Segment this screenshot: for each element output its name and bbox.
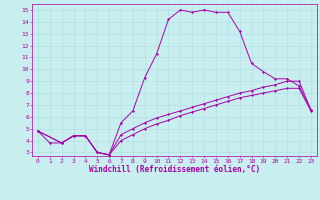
X-axis label: Windchill (Refroidissement éolien,°C): Windchill (Refroidissement éolien,°C) xyxy=(89,165,260,174)
